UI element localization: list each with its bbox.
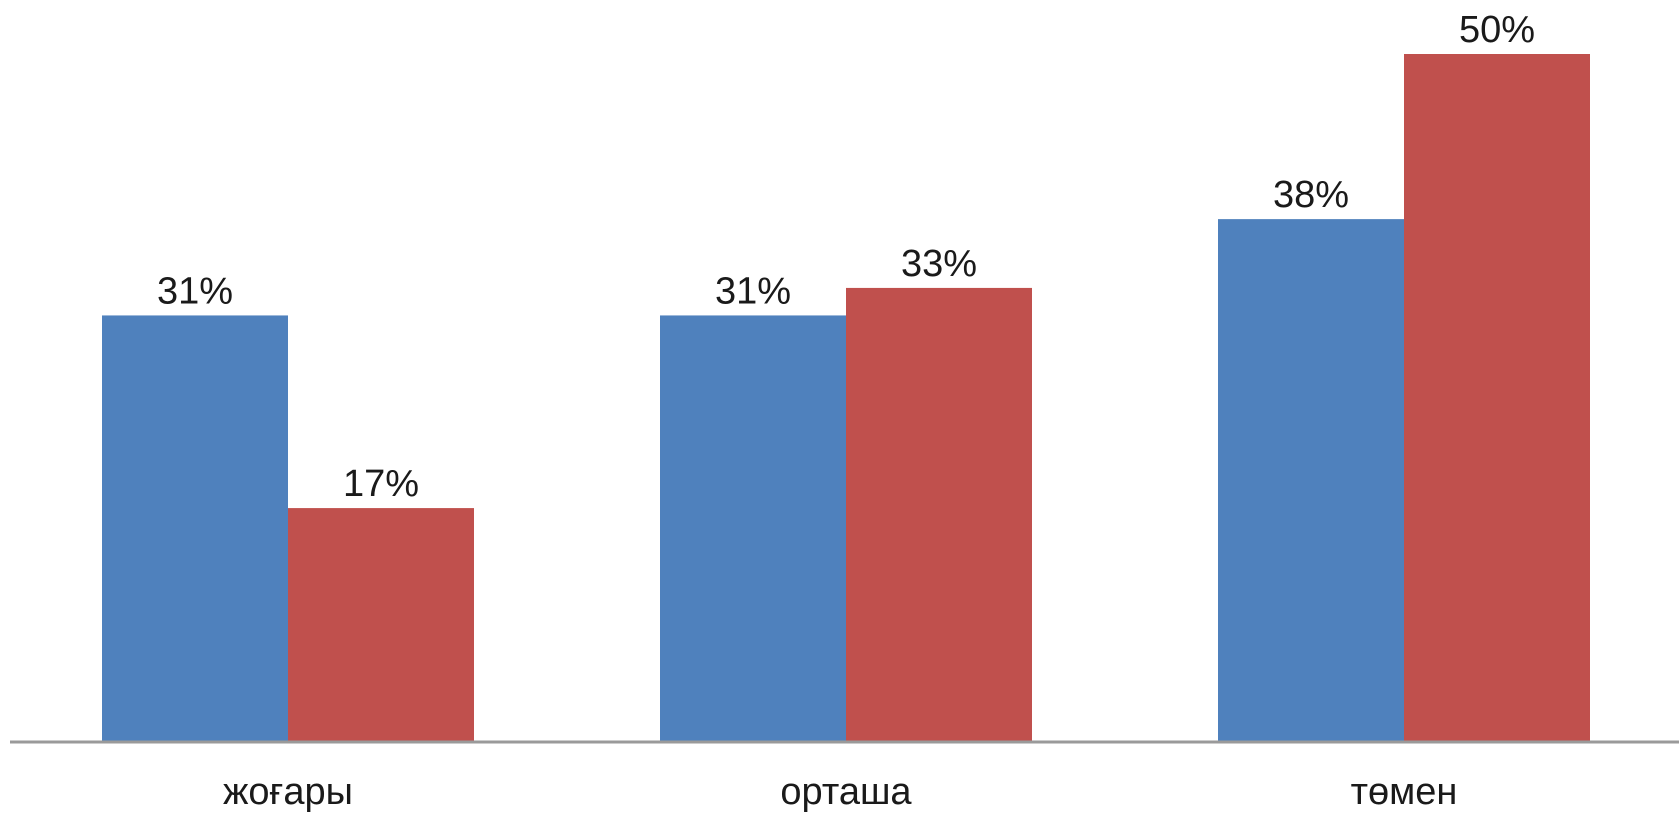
data-label-2-3: 50% [1459,9,1535,51]
bar-1-3 [1218,219,1404,742]
data-label-1-1: 31% [157,270,233,312]
data-label-1-2: 31% [715,270,791,312]
bar-1-1 [102,315,288,742]
x-tick-label-3: төмен [1351,771,1458,813]
x-tick-label-1: жоғары [223,771,353,813]
data-label-1-3: 38% [1273,174,1349,216]
data-label-2-1: 17% [343,463,419,505]
data-label-2-2: 33% [901,243,977,285]
data-labels-group: 31% 17% 31% 33% 38% 50% [157,9,1535,505]
bars-group [102,54,1590,742]
bar-1-2 [660,315,846,742]
x-tick-labels-group: жоғары орташа төмен [223,771,1457,813]
bar-2-2 [846,287,1032,742]
bar-2-3 [1404,54,1590,742]
bar-2-1 [288,508,474,742]
x-tick-label-2: орташа [780,771,912,813]
